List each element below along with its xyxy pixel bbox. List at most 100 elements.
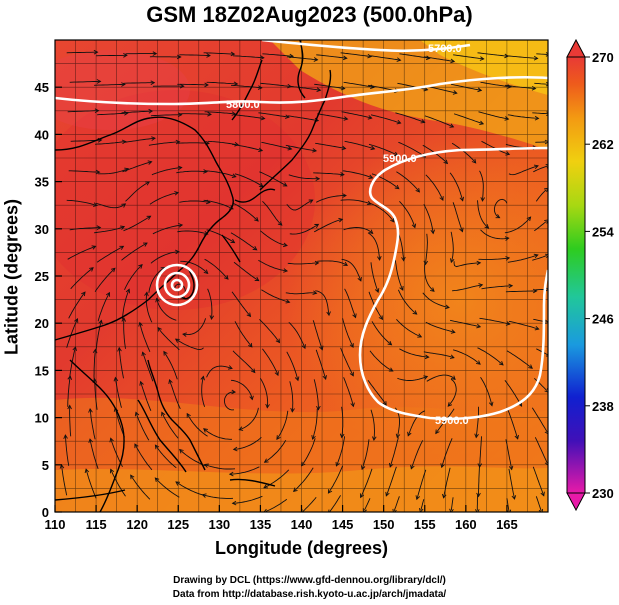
- streamline: [233, 261, 259, 281]
- contour-label: 5800.0: [226, 99, 260, 111]
- streamline: [407, 410, 426, 436]
- grid-lines: [55, 40, 548, 512]
- streamline: [477, 52, 509, 57]
- streamline: [302, 497, 317, 512]
- y-tick-label: 25: [35, 269, 49, 284]
- streamline-arrowhead: [151, 136, 156, 141]
- streamline: [177, 230, 208, 235]
- streamline: [155, 444, 177, 469]
- streamline-arrowhead: [423, 260, 429, 266]
- streamline: [157, 327, 180, 351]
- streamline-arrowhead: [260, 115, 266, 121]
- streamline-arrowhead: [410, 464, 415, 470]
- streamline: [114, 407, 125, 438]
- streamline: [150, 114, 182, 117]
- streamline-arrowhead: [377, 256, 382, 261]
- streamline-arrowhead: [350, 402, 355, 408]
- streamline-arrowhead: [121, 317, 127, 322]
- streamline-arrowhead: [163, 350, 168, 356]
- streamline-arrowhead: [254, 217, 259, 222]
- streamline-arrowhead: [263, 458, 269, 463]
- y-tick-label: 20: [35, 316, 49, 331]
- streamline: [69, 227, 101, 231]
- streamline: [426, 85, 457, 94]
- streamline-arrowhead: [370, 145, 376, 151]
- streamline: [480, 81, 512, 88]
- geopotential-contours: [55, 40, 548, 421]
- streamline: [94, 267, 116, 293]
- streamline-arrowhead: [290, 407, 295, 413]
- x-tick-label: 160: [455, 517, 477, 532]
- streamline: [203, 199, 234, 210]
- colorbar-tick-label: 246: [592, 312, 614, 327]
- streamline: [340, 347, 354, 377]
- streamline: [341, 258, 362, 282]
- streamline: [234, 321, 253, 348]
- streamline-arrowhead: [94, 108, 100, 113]
- streamline-arrowhead: [445, 304, 450, 310]
- streamline-arrowhead: [145, 181, 151, 186]
- colorbar-top-arrow: [566, 38, 586, 58]
- streamline-arrowhead: [203, 463, 209, 468]
- streamline-arrowhead: [477, 87, 483, 93]
- streamline: [420, 499, 425, 511]
- streamline-arrowhead: [545, 352, 548, 357]
- streamline-arrowhead: [504, 116, 510, 121]
- streamline-arrowhead: [495, 214, 501, 219]
- streamline: [532, 112, 548, 115]
- streamline-arrowhead: [301, 344, 306, 350]
- streamline-arrowhead: [117, 346, 122, 352]
- streamline-arrowhead: [179, 83, 185, 89]
- streamline: [67, 376, 71, 407]
- streamline: [504, 216, 531, 234]
- streamlines: [59, 49, 548, 512]
- streamline: [478, 111, 509, 120]
- streamline: [85, 469, 97, 499]
- streamline: [534, 220, 547, 232]
- streamline-arrowhead: [308, 199, 314, 204]
- streamline: [122, 161, 152, 173]
- streamline-arrowhead: [451, 375, 456, 381]
- streamline: [508, 320, 539, 330]
- streamline: [410, 440, 424, 469]
- streamline-arrowhead: [63, 434, 68, 439]
- y-tick-label: 35: [35, 175, 49, 190]
- streamline: [504, 84, 536, 90]
- streamline-arrowhead: [200, 375, 205, 381]
- streamline-arrowhead: [119, 245, 125, 250]
- streamline: [393, 496, 400, 511]
- streamline-arrowhead: [206, 53, 211, 58]
- streamline-arrowhead: [88, 407, 93, 413]
- streamline: [479, 436, 482, 468]
- streamline-arrowhead: [93, 49, 99, 55]
- streamline: [397, 375, 428, 381]
- streamline-arrowhead: [98, 319, 103, 325]
- streamline: [67, 110, 99, 113]
- streamline-arrowhead: [154, 477, 160, 483]
- streamline-arrowhead: [417, 333, 423, 338]
- streamline-arrowhead: [130, 474, 135, 480]
- streamline-arrowhead: [327, 489, 333, 494]
- streamline: [368, 143, 398, 156]
- streamline: [229, 466, 260, 475]
- streamline-arrowhead: [105, 291, 111, 297]
- streamline: [425, 321, 455, 333]
- x-tick-label: 150: [373, 517, 395, 532]
- streamline-arrowhead: [274, 371, 279, 377]
- streamline: [230, 232, 257, 251]
- streamline-arrowhead: [407, 431, 412, 437]
- streamline-arrowhead: [439, 196, 444, 201]
- streamline: [451, 142, 477, 164]
- streamline-arrowhead: [175, 249, 180, 255]
- streamline: [423, 56, 455, 62]
- y-tick-label: 10: [35, 411, 49, 426]
- streamline: [179, 54, 211, 57]
- colorbar-tick-label: 262: [592, 137, 614, 152]
- streamline-arrowhead: [533, 55, 539, 61]
- streamline: [140, 381, 152, 411]
- streamline: [531, 407, 548, 433]
- streamline-arrowhead: [263, 508, 267, 512]
- streamline: [313, 379, 319, 410]
- streamline: [389, 437, 399, 468]
- streamline: [505, 439, 513, 470]
